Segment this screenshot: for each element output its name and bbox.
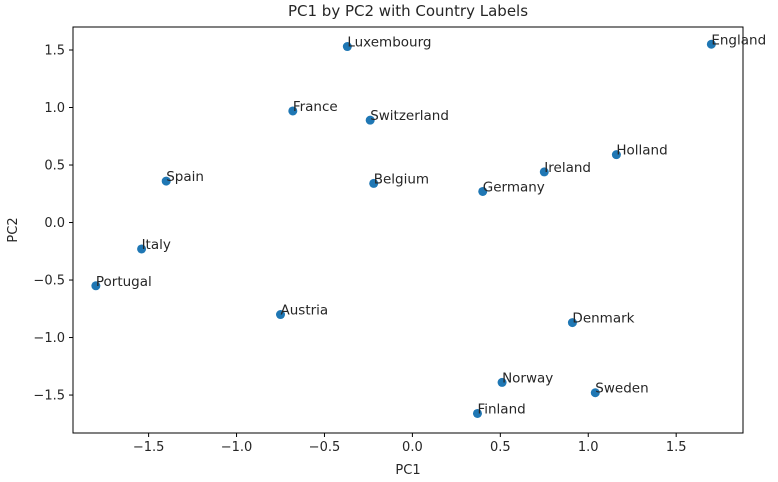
point-label: Finland [477, 401, 525, 417]
x-axis-label: PC1 [395, 463, 420, 478]
data-point [161, 176, 171, 186]
y-axis-label: PC2 [6, 217, 21, 242]
y-tick-label: 1.5 [44, 44, 65, 59]
x-tick-label: 0.0 [402, 440, 423, 455]
data-point [369, 178, 379, 188]
data-point [288, 106, 298, 116]
point-label: Denmark [572, 311, 634, 327]
data-point [590, 388, 600, 398]
point-label: England [711, 32, 766, 48]
point-label: Norway [502, 370, 553, 386]
data-point [567, 318, 577, 328]
plot-area [72, 26, 744, 434]
x-tick-label: −0.5 [309, 440, 341, 455]
axes-frame [72, 26, 744, 434]
data-point [91, 281, 101, 291]
y-tick-label: −1.0 [33, 331, 65, 346]
data-point [137, 244, 147, 254]
data-point [611, 150, 621, 160]
data-point [365, 115, 375, 125]
point-label: Luxembourg [347, 35, 431, 51]
y-tick-label: −1.5 [33, 389, 65, 404]
y-tick-label: −0.5 [33, 274, 65, 289]
chart-title: PC1 by PC2 with Country Labels [288, 2, 528, 20]
x-axis: −1.5 −1.0 −0.5 0.0 0.5 1.0 1.5 [133, 433, 687, 455]
point-label: Portugal [96, 274, 152, 290]
point-label: Belgium [374, 171, 429, 187]
point-label: Sweden [595, 381, 648, 397]
x-tick-label: 1.5 [666, 440, 687, 455]
point-label: France [293, 99, 338, 115]
data-point [472, 408, 482, 418]
point-label: Spain [166, 169, 204, 185]
point-label: Ireland [544, 160, 591, 176]
point-label: Holland [616, 143, 667, 159]
y-tick-label: 0.0 [44, 216, 65, 231]
point-label: Italy [142, 237, 171, 253]
x-tick-label: −1.0 [221, 440, 253, 455]
point-label: Austria [281, 303, 329, 319]
point-label: Switzerland [370, 108, 449, 124]
data-point [539, 167, 549, 177]
y-axis: 1.5 1.0 0.5 0.0 −0.5 −1.0 −1.5 [33, 44, 73, 404]
point-labels: England Luxembourg France Switzerland Hollan… [96, 32, 766, 417]
data-point [706, 39, 716, 49]
point-label: Germany [483, 179, 545, 195]
x-tick-label: 1.0 [578, 440, 599, 455]
data-point [478, 186, 488, 196]
data-point [342, 42, 352, 52]
data-point [497, 377, 507, 387]
x-tick-label: −1.5 [133, 440, 165, 455]
y-tick-label: 1.0 [44, 101, 65, 116]
data-point [276, 310, 286, 320]
y-tick-label: 0.5 [44, 159, 65, 174]
data-points [91, 39, 716, 418]
x-tick-label: 0.5 [490, 440, 511, 455]
